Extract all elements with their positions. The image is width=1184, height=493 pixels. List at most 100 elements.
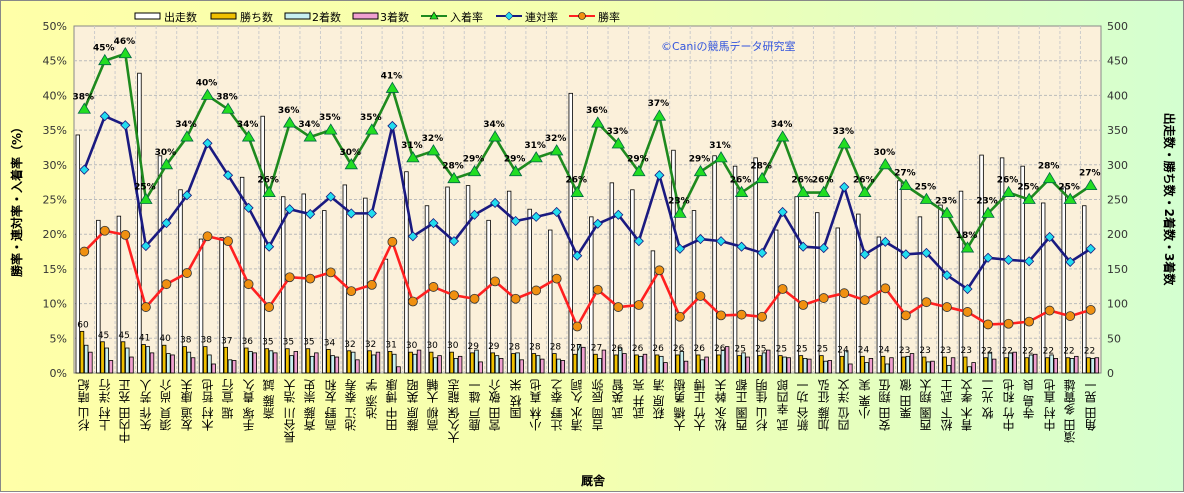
bar-runs [671,149,676,374]
rentai-rate-point [1085,243,1096,254]
rentai-rate-point [387,120,398,132]
legend-item-runs[interactable]: 出走数 [134,10,197,24]
place-rate-data-label: 37% [648,99,670,109]
place-rate-data-label: 32% [422,134,444,144]
bar-second [720,349,726,374]
win-rate-point [757,311,767,322]
place-rate-point [734,185,749,197]
bar-runs [465,185,471,374]
bar-third [211,363,216,374]
win-rate-point [695,291,706,301]
legend-item-place-rate[interactable]: 入着率 [421,10,483,24]
place-rate-data-label: 46% [114,37,136,47]
place-rate-data-label: 36% [278,106,300,116]
bar-runs [897,180,902,374]
place-rate-data-label: 29% [689,155,711,165]
win-rate-point [469,293,480,304]
bar-third [930,360,935,374]
bar-second [392,353,397,374]
bar-wins [737,355,742,374]
win-rate-point [633,300,644,310]
bar-runs [732,165,738,374]
legend-item-win-rate[interactable]: 勝率 [569,10,620,24]
wins-data-label: 32 [344,340,355,350]
win-rate-point [243,279,254,290]
bar-second [700,359,705,374]
bar-third [991,358,997,374]
bar-third [581,346,586,374]
x-category-label: 鹿戸 雄一 [467,379,482,431]
win-rate-point [161,279,172,290]
win-rate-point [140,302,151,312]
left-tick-label: 40% [43,89,67,102]
wins-data-label: 24 [837,345,849,355]
bar-third [560,360,566,374]
x-category-label: 藤原 英昭 [405,379,420,431]
bar-wins [305,348,311,374]
legend-item-wins[interactable]: 勝ち数 [210,10,273,24]
place-rate-point [426,144,441,156]
place-rate-point [591,116,605,128]
bar-third [1033,353,1038,374]
place-rate-data-label: 26% [997,176,1019,186]
bar-second [145,346,151,374]
x-category-label: 田中 博康 [385,379,400,431]
win-rate-point [736,309,747,320]
win-rate-point [366,279,377,290]
place-rate-data-label: 28% [1038,162,1060,172]
win-rate-point [777,284,788,294]
rentai-rate-point [715,236,727,247]
place-rate-point [1022,192,1036,204]
rentai-rate-point [900,249,911,260]
bar-second [330,355,335,374]
left-tick-label: 25% [43,194,67,207]
bar-third [149,352,155,374]
bar-third [170,354,175,374]
bar-second [987,351,993,374]
wins-data-label: 28 [550,343,562,353]
place-rate-point [775,130,790,142]
legend-label-third: 3着数 [380,10,409,24]
x-category-label: 斎藤 誠 [262,379,277,419]
bar-wins [1004,357,1009,374]
x-category-label: 牧 光二 [981,379,996,419]
bar-wins [1045,357,1050,374]
place-rate-data-label: 31% [401,141,423,151]
rentai-rate-point [243,202,254,213]
bar-second [515,352,520,374]
place-rate-point [98,53,112,66]
bar-third [971,362,976,374]
win-rate-point [942,302,952,312]
legend-item-third[interactable]: 3着数 [352,10,409,24]
bar-wins [264,348,270,374]
x-category-label: 高野 友和 [323,379,338,431]
bar-third [868,358,874,374]
win-rate-point [839,288,850,299]
bar-third [889,357,894,374]
legend-label-runs: 出走数 [164,10,197,24]
wins-data-label: 29 [488,342,500,352]
place-rate-data-label: 34% [483,120,505,130]
x-category-label: 池江 泰寿 [344,379,359,431]
bar-second [1069,358,1075,374]
bar-wins [983,357,988,374]
legend-item-second[interactable]: 2着数 [284,10,341,24]
bar-runs [445,186,450,374]
legend-item-rentai-rate[interactable]: 連対率 [496,10,558,24]
x-category-label: 角田 晃一 [1083,379,1098,431]
x-category-label: 小林 真也 [529,379,544,431]
wins-data-label: 34 [324,338,336,348]
wins-data-label: 25 [776,345,787,355]
wins-data-label: 26 [673,344,685,354]
place-rate-point [262,185,276,197]
bar-second [576,344,582,374]
x-category-label: 国枝 栄 [508,379,523,419]
bar-second [864,362,869,374]
right-tick-label: 300 [1107,159,1128,172]
bar-second [946,364,952,374]
place-rate-point [549,144,564,156]
bar-third [766,349,771,374]
bar-wins [654,354,660,374]
bar-runs [835,227,840,374]
